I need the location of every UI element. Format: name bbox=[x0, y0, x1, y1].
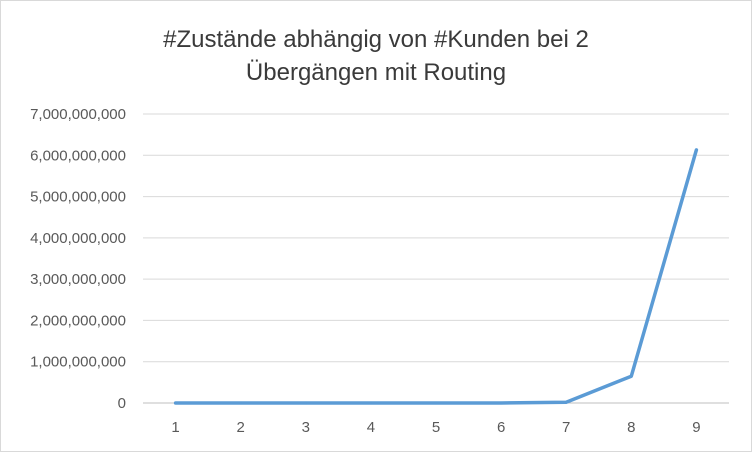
y-tick-label: 6,000,000,000 bbox=[30, 147, 126, 164]
data-point bbox=[304, 401, 307, 405]
y-tick-label: 4,000,000,000 bbox=[30, 230, 126, 247]
y-tick-label: 0 bbox=[118, 395, 126, 412]
chart-title: #Zustände abhängig von #Kunden bei 2 Übe… bbox=[1, 23, 751, 89]
x-tick-label: 7 bbox=[562, 419, 570, 436]
data-point bbox=[369, 401, 373, 405]
y-tick-label: 7,000,000,000 bbox=[30, 106, 126, 123]
data-point bbox=[630, 374, 633, 378]
x-tick-label: 1 bbox=[171, 419, 179, 436]
series-line bbox=[173, 148, 699, 405]
data-point bbox=[434, 401, 438, 405]
x-tick-label: 9 bbox=[692, 419, 700, 436]
x-tick-label: 6 bbox=[497, 419, 505, 436]
x-tick-label: 2 bbox=[236, 419, 244, 436]
data-point bbox=[174, 401, 177, 405]
chart-title-line-1: #Zustände abhängig von #Kunden bei 2 bbox=[163, 26, 589, 53]
x-tick-label: 3 bbox=[302, 419, 310, 436]
x-tick-label: 8 bbox=[627, 419, 635, 436]
y-tick-label: 5,000,000,000 bbox=[30, 189, 126, 206]
y-tick-label: 1,000,000,000 bbox=[30, 354, 126, 371]
x-tick-label: 4 bbox=[367, 419, 375, 436]
data-point bbox=[499, 401, 503, 405]
y-tick-label: 2,000,000,000 bbox=[30, 312, 126, 329]
data-point bbox=[239, 401, 242, 405]
data-point bbox=[565, 400, 568, 404]
y-tick-label: 3,000,000,000 bbox=[30, 271, 126, 288]
x-tick-label: 5 bbox=[432, 419, 440, 436]
chart-title-line-2: Übergängen mit Routing bbox=[245, 59, 507, 86]
data-point bbox=[695, 148, 698, 152]
